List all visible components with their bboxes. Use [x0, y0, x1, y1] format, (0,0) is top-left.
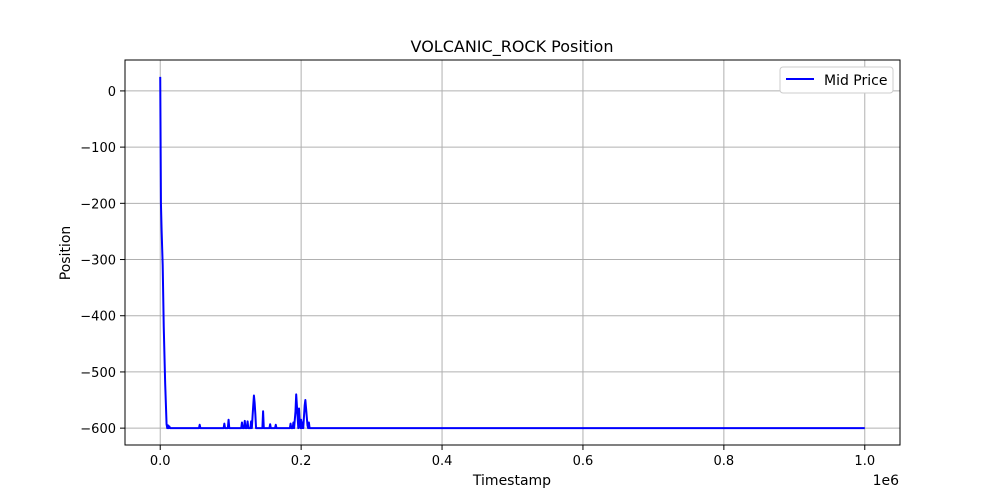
x-tick-label: 0.8 [714, 454, 735, 469]
y-tick-label: −300 [80, 254, 116, 269]
chart-title: VOLCANIC_ROCK Position [411, 37, 614, 57]
y-tick-label: −600 [80, 422, 116, 437]
y-tick-label: −400 [80, 310, 116, 325]
y-tick-label: 0 [108, 85, 116, 100]
legend-box [779, 66, 894, 94]
plot-frame [124, 59, 901, 446]
legend: Mid Price [779, 66, 894, 94]
x-axis-label: Timestamp [472, 473, 551, 489]
x-tick-label: 1.0 [854, 454, 875, 469]
x-axis-ticks: 0.0 0.2 0.4 0.6 0.8 1.0 [150, 445, 875, 469]
x-tick-label: 0.0 [150, 454, 171, 469]
y-tick-label: −200 [80, 197, 116, 212]
series-line-mid-price [159, 76, 865, 430]
legend-label: Mid Price [824, 73, 887, 89]
grid-lines [125, 60, 900, 445]
series-layer [159, 76, 865, 430]
x-axis-offset-label: 1e6 [873, 473, 900, 489]
y-axis-ticks: 0 −100 −200 −300 −400 −500 −600 [80, 85, 125, 437]
y-tick-label: −100 [80, 141, 116, 156]
y-tick-label: −500 [80, 366, 116, 381]
x-tick-label: 0.6 [573, 454, 594, 469]
x-tick-label: 0.4 [432, 454, 453, 469]
y-axis-label: Position [58, 226, 74, 281]
x-tick-label: 0.2 [291, 454, 312, 469]
